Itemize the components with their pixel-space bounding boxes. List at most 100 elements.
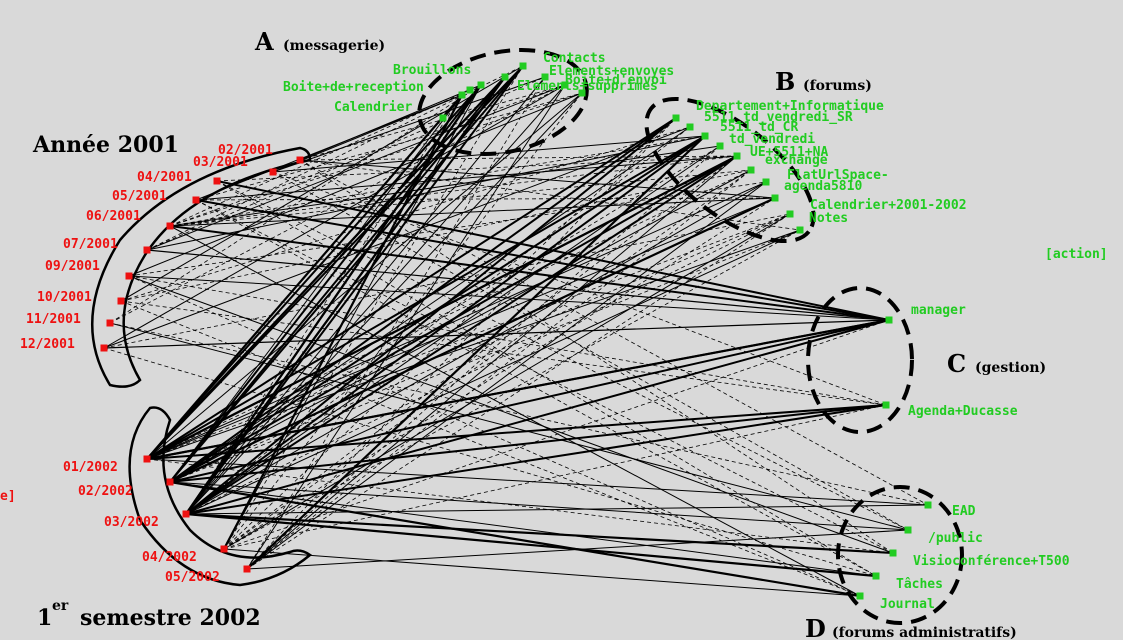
month-label: 11/2001 bbox=[26, 312, 81, 327]
edge-2001 bbox=[169, 197, 776, 227]
month-node bbox=[100, 344, 108, 352]
month-label: 04/2002 bbox=[142, 550, 197, 565]
group-outlines bbox=[90, 47, 964, 625]
edge-2002 bbox=[169, 481, 909, 531]
category-label: Boite+d'envoi bbox=[565, 73, 667, 88]
group-d-letter: D bbox=[805, 614, 826, 640]
month-node bbox=[106, 319, 114, 327]
edge-2001 bbox=[128, 181, 767, 277]
month-label: 06/2001 bbox=[86, 209, 141, 224]
edge-2002 bbox=[223, 197, 776, 550]
category-label: EAD bbox=[952, 504, 976, 519]
edge-2002 bbox=[185, 181, 767, 515]
edge-2002 bbox=[169, 145, 721, 483]
group-a-letter: A bbox=[254, 27, 274, 56]
semester-label: semestre 2002 bbox=[80, 605, 261, 631]
nodes-layer: ContactsElements+envoyesBoite+d'envoiEle… bbox=[20, 51, 1070, 612]
category-node bbox=[501, 73, 509, 81]
edge-strong-2002 bbox=[185, 135, 706, 515]
edge-2002 bbox=[223, 92, 583, 550]
category-label: Calendrier+2001-2002 bbox=[810, 198, 967, 213]
month-node bbox=[220, 545, 228, 553]
category-node bbox=[747, 166, 755, 174]
month-node bbox=[166, 478, 174, 486]
category-label: Brouillons bbox=[393, 63, 471, 78]
month-node bbox=[125, 272, 133, 280]
edge-2002 bbox=[223, 229, 801, 550]
edge-strong-2002 bbox=[169, 404, 887, 483]
month-label: 05/2002 bbox=[165, 570, 220, 585]
category-node bbox=[477, 81, 485, 89]
edge-2001 bbox=[195, 155, 738, 201]
category-label: Tâches bbox=[896, 577, 943, 592]
year-2001-outline bbox=[90, 146, 312, 388]
category-label: FlatUrlSpace- bbox=[787, 168, 889, 183]
edge-2002 bbox=[223, 548, 861, 597]
edge-2002 bbox=[246, 145, 721, 570]
category-label: /public bbox=[928, 531, 983, 546]
category-label: Visioconférence+T500 bbox=[913, 554, 1070, 569]
edge-2002 bbox=[185, 84, 566, 515]
month-label: 05/2001 bbox=[112, 189, 167, 204]
edge-2002 bbox=[246, 181, 767, 570]
edge-2001 bbox=[120, 169, 752, 302]
edge-strong-2002 bbox=[185, 65, 524, 515]
month-node bbox=[143, 246, 151, 254]
edge-strong-2002 bbox=[146, 76, 506, 460]
category-label: Elements+supprimes bbox=[517, 79, 658, 94]
month-label: 07/2001 bbox=[63, 237, 118, 252]
category-label: 5511_td_vendredi_SR bbox=[704, 110, 853, 125]
edge-2002 bbox=[246, 213, 791, 570]
edge-2001 bbox=[169, 145, 721, 227]
category-node bbox=[771, 194, 779, 202]
edge-2001 bbox=[216, 180, 909, 531]
edge-2002 bbox=[169, 126, 691, 483]
edge-2002 bbox=[146, 197, 776, 460]
month-node bbox=[182, 510, 190, 518]
category-node bbox=[786, 210, 794, 218]
month-node bbox=[143, 455, 151, 463]
edge-2001 bbox=[109, 84, 566, 324]
edge-2002 bbox=[246, 529, 909, 570]
edge-2002 bbox=[223, 155, 738, 550]
edge-strong-2002 bbox=[185, 319, 890, 515]
edge-2001 bbox=[103, 213, 791, 349]
edge-2001 bbox=[169, 169, 752, 227]
category-node bbox=[856, 592, 864, 600]
edge-2002 bbox=[246, 169, 752, 570]
category-label: Journal bbox=[880, 597, 935, 612]
edge-strong-2002 bbox=[146, 84, 482, 460]
month-node bbox=[296, 156, 304, 164]
edge-2001 bbox=[103, 84, 566, 349]
edges-layer bbox=[103, 65, 929, 598]
edge-2002 bbox=[146, 94, 463, 460]
edge-strong-2002 bbox=[169, 135, 706, 483]
edge-strong-2002 bbox=[146, 319, 890, 460]
category-node bbox=[716, 142, 724, 150]
month-node bbox=[243, 565, 251, 573]
category-label: Elements+envoyes bbox=[549, 64, 674, 79]
edge-2001 bbox=[128, 275, 887, 406]
edge-2001 bbox=[128, 275, 890, 321]
edge-2002 bbox=[169, 229, 801, 483]
month-label: 02/2002 bbox=[78, 484, 133, 499]
category-node bbox=[519, 62, 527, 70]
category-node bbox=[578, 89, 586, 97]
edge-2002 bbox=[246, 76, 546, 570]
edge-2002 bbox=[185, 213, 791, 515]
edge-2001 bbox=[216, 155, 738, 182]
partial-edge-label: e] bbox=[0, 489, 16, 504]
edge-2002 bbox=[246, 155, 738, 570]
category-label: agenda5810 bbox=[784, 179, 862, 194]
edge-2001 bbox=[299, 155, 738, 161]
edge-2001 bbox=[195, 197, 776, 201]
category-node bbox=[904, 526, 912, 534]
category-label: manager bbox=[911, 303, 966, 318]
edge-strong-2002 bbox=[169, 319, 890, 483]
group-a-name: (messagerie) bbox=[283, 38, 385, 54]
group-b-name: (forums) bbox=[803, 78, 872, 94]
category-label: Departement+Informatique bbox=[696, 99, 884, 114]
edge-2002 bbox=[185, 229, 801, 515]
category-node bbox=[561, 81, 569, 89]
